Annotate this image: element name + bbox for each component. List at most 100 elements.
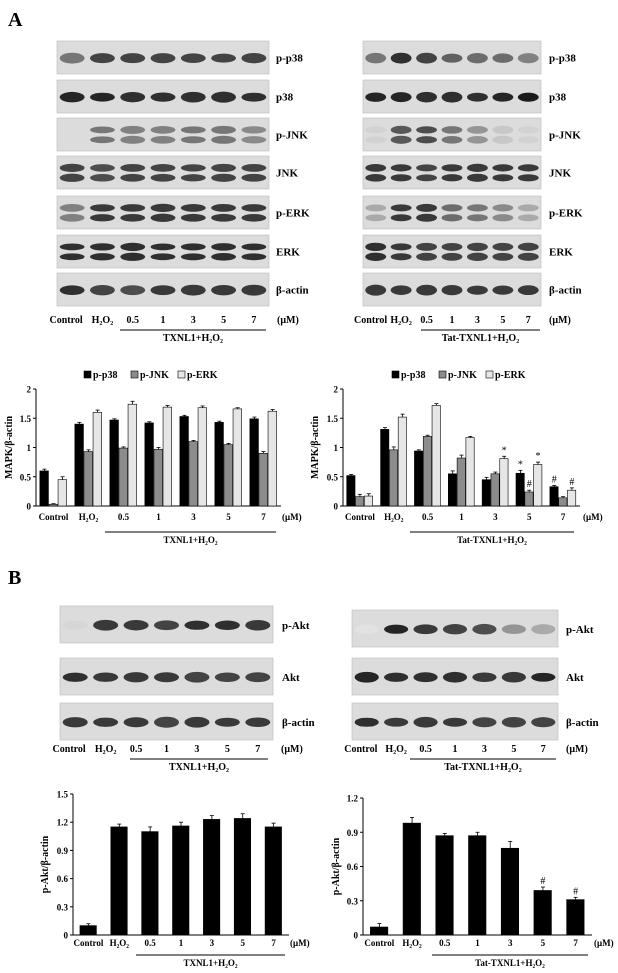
bar-p-jnk (490, 473, 500, 507)
lane-label: 3 (194, 744, 199, 755)
blot-band (492, 174, 514, 182)
group-label: TXNL1+H₂O₂ (183, 958, 237, 968)
blot-band (441, 174, 463, 182)
blot-band (492, 53, 514, 63)
blot-band (492, 242, 514, 251)
legend-swatch (83, 370, 92, 379)
y-axis-label: MAPK/β-actin (310, 416, 321, 479)
blot-band (441, 252, 463, 261)
lane-label: 3 (475, 315, 480, 326)
blot-band (472, 672, 497, 682)
blot-band (150, 173, 176, 182)
y-tick-label: 1.2 (347, 794, 359, 804)
blot-band (120, 285, 146, 296)
bar-p-erk (197, 407, 207, 507)
blot-band (416, 174, 437, 182)
y-tick-label: 0.5 (327, 472, 339, 482)
bar-p-erk (567, 489, 577, 507)
blot-band (93, 672, 119, 682)
blot-band (365, 242, 387, 252)
bar-value (566, 899, 585, 936)
blot-band (501, 624, 526, 635)
blot-band (62, 717, 88, 728)
blot-band (467, 92, 488, 102)
blot-band (390, 164, 412, 172)
control-lane-label: Control (50, 315, 83, 326)
blot-band (354, 624, 379, 635)
blot-row-label: Akt (566, 672, 584, 684)
chart-a-left-bar: 0 0.5 1 1.5 2 MAPK/β-actin Control H₂O₂ 0.5 1 3 5 7 (… (4, 370, 302, 545)
group-label: TXNL1+H₂O₂ (163, 535, 217, 545)
blot-band (384, 717, 409, 727)
significance-mark: * (536, 451, 541, 462)
blot-band (390, 174, 412, 182)
blot-band (413, 716, 438, 728)
blot-band (416, 213, 437, 222)
bar-p-p38 (249, 418, 259, 507)
category-label: 5 (226, 512, 231, 522)
blot-row-label: β-actin (566, 717, 599, 729)
bar-value (533, 890, 552, 936)
blot-row-label: Akt (282, 672, 300, 684)
blot-band (211, 53, 236, 63)
bar-p-p38 (447, 473, 457, 507)
lane-label: 1 (450, 315, 455, 326)
h2o2-lane-label: H₂O₂ (390, 315, 412, 326)
category-label-control: Control (74, 938, 104, 948)
control-lane-label: Control (354, 315, 387, 326)
y-tick-label: 0.5 (20, 472, 32, 482)
blot-band (59, 173, 85, 182)
blot-row-label: β-actin (276, 284, 309, 296)
lane-label: 5 (225, 744, 230, 755)
legend-entry: p-p38 (93, 370, 117, 381)
blot-band (413, 672, 438, 683)
blot-band (241, 243, 267, 251)
blot-band (245, 672, 271, 683)
h2o2-lane-label: H₂O₂ (92, 315, 114, 326)
blot-band (59, 243, 85, 251)
blot-row-label: p-ERK (276, 207, 310, 219)
blot-band (416, 284, 437, 296)
y-tick-label: 0.3 (347, 896, 359, 906)
blot-band (354, 671, 379, 683)
bar-p-p38 (144, 422, 154, 507)
significance-mark: # (540, 876, 545, 887)
blot-band (441, 126, 463, 134)
category-label: 1 (179, 938, 184, 948)
blot-band (492, 214, 514, 222)
bar-p-p38 (179, 416, 189, 507)
lane-label: 0.5 (420, 315, 433, 326)
blot-band (531, 672, 556, 682)
blot-band (390, 92, 412, 103)
category-label: 0.5 (422, 512, 434, 522)
blot-band (441, 242, 463, 251)
blot-row-label: p-Akt (566, 624, 594, 636)
blot-band (211, 173, 236, 182)
blot-band (90, 243, 115, 251)
blot-band (90, 164, 115, 172)
blot-band (120, 164, 146, 172)
blot-row-label: JNK (276, 167, 298, 179)
blot-band (59, 125, 85, 134)
blot-row-label: p38 (549, 91, 567, 103)
units-label: (μM) (281, 744, 303, 755)
blot-band (390, 52, 412, 64)
blot-band (441, 204, 463, 212)
blot-band (492, 125, 514, 134)
blot-band (390, 253, 412, 261)
blot-band (517, 136, 539, 144)
blot-band (184, 671, 210, 683)
category-label: 0.5 (145, 938, 157, 948)
legend-entry: p-p38 (401, 370, 425, 381)
bar-p-p38 (380, 429, 390, 507)
bar-value (468, 835, 487, 936)
blot-band (180, 126, 206, 134)
legend-entry: p-JNK (448, 370, 477, 381)
blot-band (365, 164, 387, 172)
category-label: 5 (527, 512, 532, 522)
blot-band (416, 252, 437, 261)
blot-band (365, 92, 387, 102)
significance-mark: * (518, 459, 523, 470)
blot-band (416, 136, 437, 144)
